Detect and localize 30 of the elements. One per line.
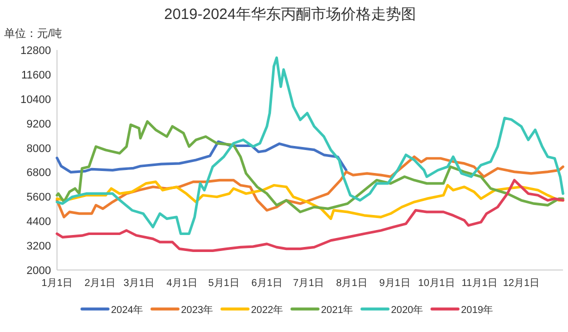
x-tick-label: 8月1日: [336, 278, 368, 289]
title: 2019-2024年华东丙酮市场价格走势图: [164, 6, 416, 23]
y-tick-label: 12800: [20, 45, 51, 57]
legend-label: 2020年: [391, 304, 424, 316]
y-tick-label: 11600: [21, 69, 51, 82]
legend-label: 2023年: [181, 304, 214, 316]
y-tick-label: 5600: [26, 192, 51, 204]
y-tick-label: 9200: [26, 118, 51, 130]
x-tick-label: 5月1日: [208, 278, 240, 289]
y-tick-label: 3200: [26, 240, 51, 253]
legend-label: 2024年: [111, 304, 144, 316]
y-tick-label: 10400: [20, 94, 51, 106]
x-tick-label: 6月1日: [251, 278, 282, 289]
x-tick-label: 12月1日: [502, 278, 540, 289]
x-tick-label: 11月1日: [462, 278, 498, 289]
y-tick-label: 4400: [26, 216, 51, 228]
x-tick-label: 3月1日: [123, 278, 155, 289]
y-tick-label: 2000: [26, 265, 51, 277]
y-tick-label: 8000: [26, 142, 51, 155]
legend-label: 2019年: [461, 304, 494, 316]
x-tick-label: 4月1日: [166, 278, 198, 289]
x-tick-label: 10月1日: [418, 278, 455, 289]
legend-label: 2022年: [251, 304, 284, 316]
x-tick-label: 2月1日: [84, 278, 116, 289]
y-axis-title: 单位：元/吨: [4, 27, 62, 40]
legend-label: 2021年: [321, 304, 354, 316]
x-tick-label: 9月1日: [379, 278, 410, 289]
x-tick-label: 1月1日: [41, 278, 73, 289]
x-tick-label: 7月1日: [293, 278, 324, 289]
y-tick-label: 6800: [26, 167, 51, 180]
